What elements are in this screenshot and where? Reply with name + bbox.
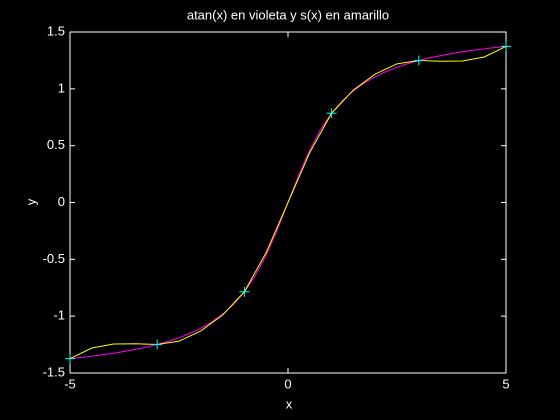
y-tick-label: 0.5 (47, 137, 65, 152)
point-marker (413, 55, 424, 66)
y-tick-label: -1.5 (43, 364, 65, 379)
x-axis-label: x (286, 396, 293, 411)
x-tick-label: 5 (502, 376, 509, 391)
point-marker (501, 41, 511, 52)
x-tick-label: 0 (284, 376, 291, 391)
y-tick-label: 0 (58, 194, 65, 209)
y-axis-label: y (23, 198, 38, 205)
line-series (69, 45, 507, 360)
chart-title: atan(x) en violeta y s(x) en amarillo (187, 7, 389, 22)
y-tick-label: -0.5 (43, 251, 65, 266)
point-marker (326, 108, 337, 119)
point-marker (65, 353, 75, 364)
y-tick-label: 1 (58, 80, 65, 95)
y-tick-label: 1.5 (47, 23, 65, 38)
point-marker (239, 286, 250, 297)
y-tick-label: -1 (53, 308, 65, 323)
x-tick-label: -5 (64, 376, 76, 391)
point-marker (152, 339, 163, 350)
